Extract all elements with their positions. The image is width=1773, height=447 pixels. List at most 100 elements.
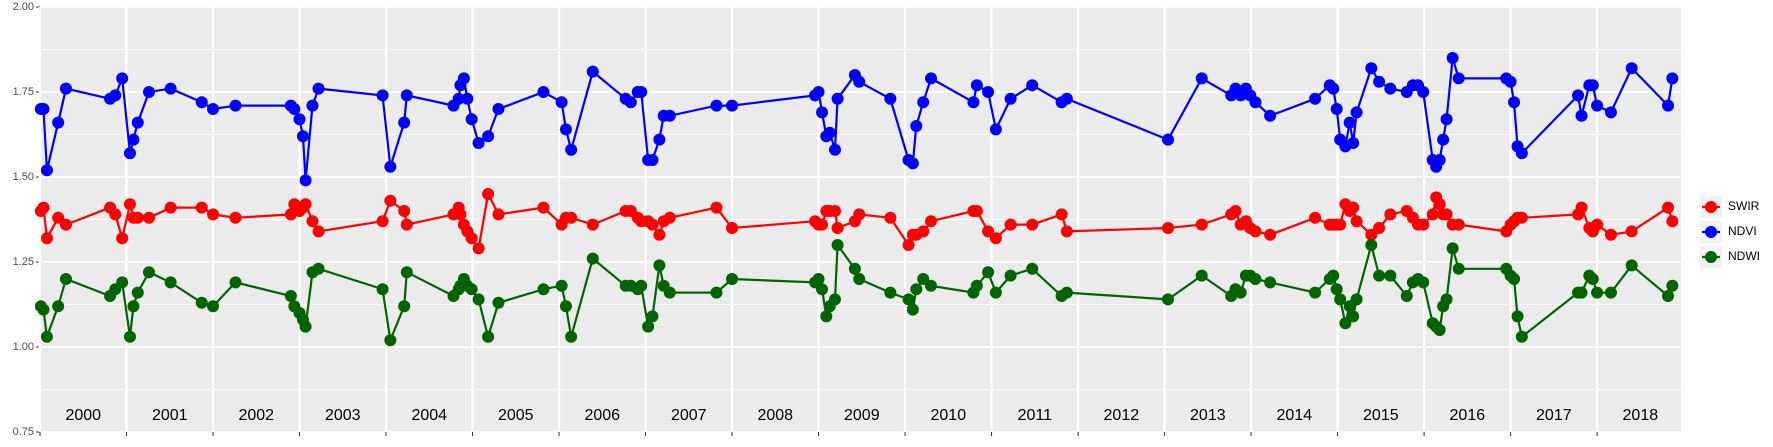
y-tick-label: 1.75 [13, 86, 34, 98]
point [40, 330, 53, 343]
point [312, 82, 325, 95]
point [653, 228, 666, 241]
point [1625, 225, 1638, 238]
point [970, 279, 983, 292]
point [37, 303, 50, 316]
point [586, 65, 599, 78]
point [229, 99, 242, 112]
point [207, 300, 220, 313]
point [1350, 293, 1363, 306]
point [116, 276, 129, 289]
year-label: 2016 [1450, 407, 1486, 424]
point [400, 89, 413, 102]
point [376, 215, 389, 228]
point [559, 123, 572, 136]
point [59, 273, 72, 285]
point [299, 198, 312, 211]
point [52, 211, 65, 224]
point [299, 320, 312, 333]
point [1452, 218, 1465, 231]
point [828, 205, 841, 217]
point [902, 293, 915, 306]
point [492, 296, 505, 309]
point [1249, 273, 1262, 285]
point [1004, 218, 1017, 231]
point [1666, 279, 1679, 292]
point [37, 103, 50, 115]
point [828, 143, 841, 156]
point [52, 116, 65, 129]
point [1604, 228, 1617, 241]
point [1339, 317, 1352, 330]
point [1365, 62, 1378, 75]
point [1195, 269, 1208, 282]
point [195, 296, 208, 309]
point [1417, 218, 1430, 231]
year-label: 2000 [65, 407, 101, 424]
point [123, 198, 136, 211]
point [1515, 211, 1528, 224]
point [1586, 273, 1599, 285]
legend-point [1705, 201, 1717, 213]
point [1433, 154, 1446, 166]
year-label: 2011 [1018, 407, 1053, 424]
point [472, 293, 485, 306]
point [989, 123, 1002, 136]
point [853, 75, 866, 88]
point [306, 215, 319, 228]
point [1452, 72, 1465, 85]
point [1662, 201, 1675, 214]
point [465, 283, 478, 296]
point [1264, 228, 1277, 241]
point [925, 72, 938, 85]
point [1249, 225, 1262, 238]
year-label: 2013 [1190, 407, 1226, 424]
point [400, 266, 413, 279]
point [1373, 269, 1386, 282]
point [492, 208, 505, 221]
point [1060, 225, 1073, 238]
point [1195, 72, 1208, 85]
point [1666, 215, 1679, 228]
year-label: 2007 [671, 407, 707, 424]
point [663, 109, 676, 122]
point [1440, 293, 1453, 306]
point [565, 143, 578, 156]
point [1591, 99, 1604, 112]
point [1330, 103, 1343, 115]
point [812, 273, 825, 285]
point [452, 92, 465, 105]
point [653, 133, 666, 146]
point [812, 86, 825, 98]
point [726, 273, 739, 285]
point [902, 239, 915, 251]
point [1004, 92, 1017, 105]
point [816, 283, 829, 296]
point [1504, 75, 1517, 88]
point [1309, 286, 1322, 299]
point [884, 286, 897, 299]
point [52, 300, 65, 313]
point [565, 211, 578, 224]
point [384, 334, 397, 347]
y-tick-label: 1.00 [13, 341, 34, 353]
point [624, 96, 637, 109]
point [398, 205, 411, 217]
point [1162, 293, 1175, 306]
point [1440, 113, 1453, 126]
point [1004, 269, 1017, 282]
point [116, 232, 129, 245]
point [1417, 276, 1430, 289]
point [1446, 52, 1459, 64]
point [906, 157, 919, 170]
point [1264, 109, 1277, 122]
point [376, 283, 389, 296]
point [1026, 218, 1039, 231]
point [1234, 286, 1247, 299]
point [195, 96, 208, 109]
point [1575, 201, 1588, 214]
point [1400, 290, 1413, 302]
year-label: 2009 [844, 407, 880, 424]
point [398, 116, 411, 129]
